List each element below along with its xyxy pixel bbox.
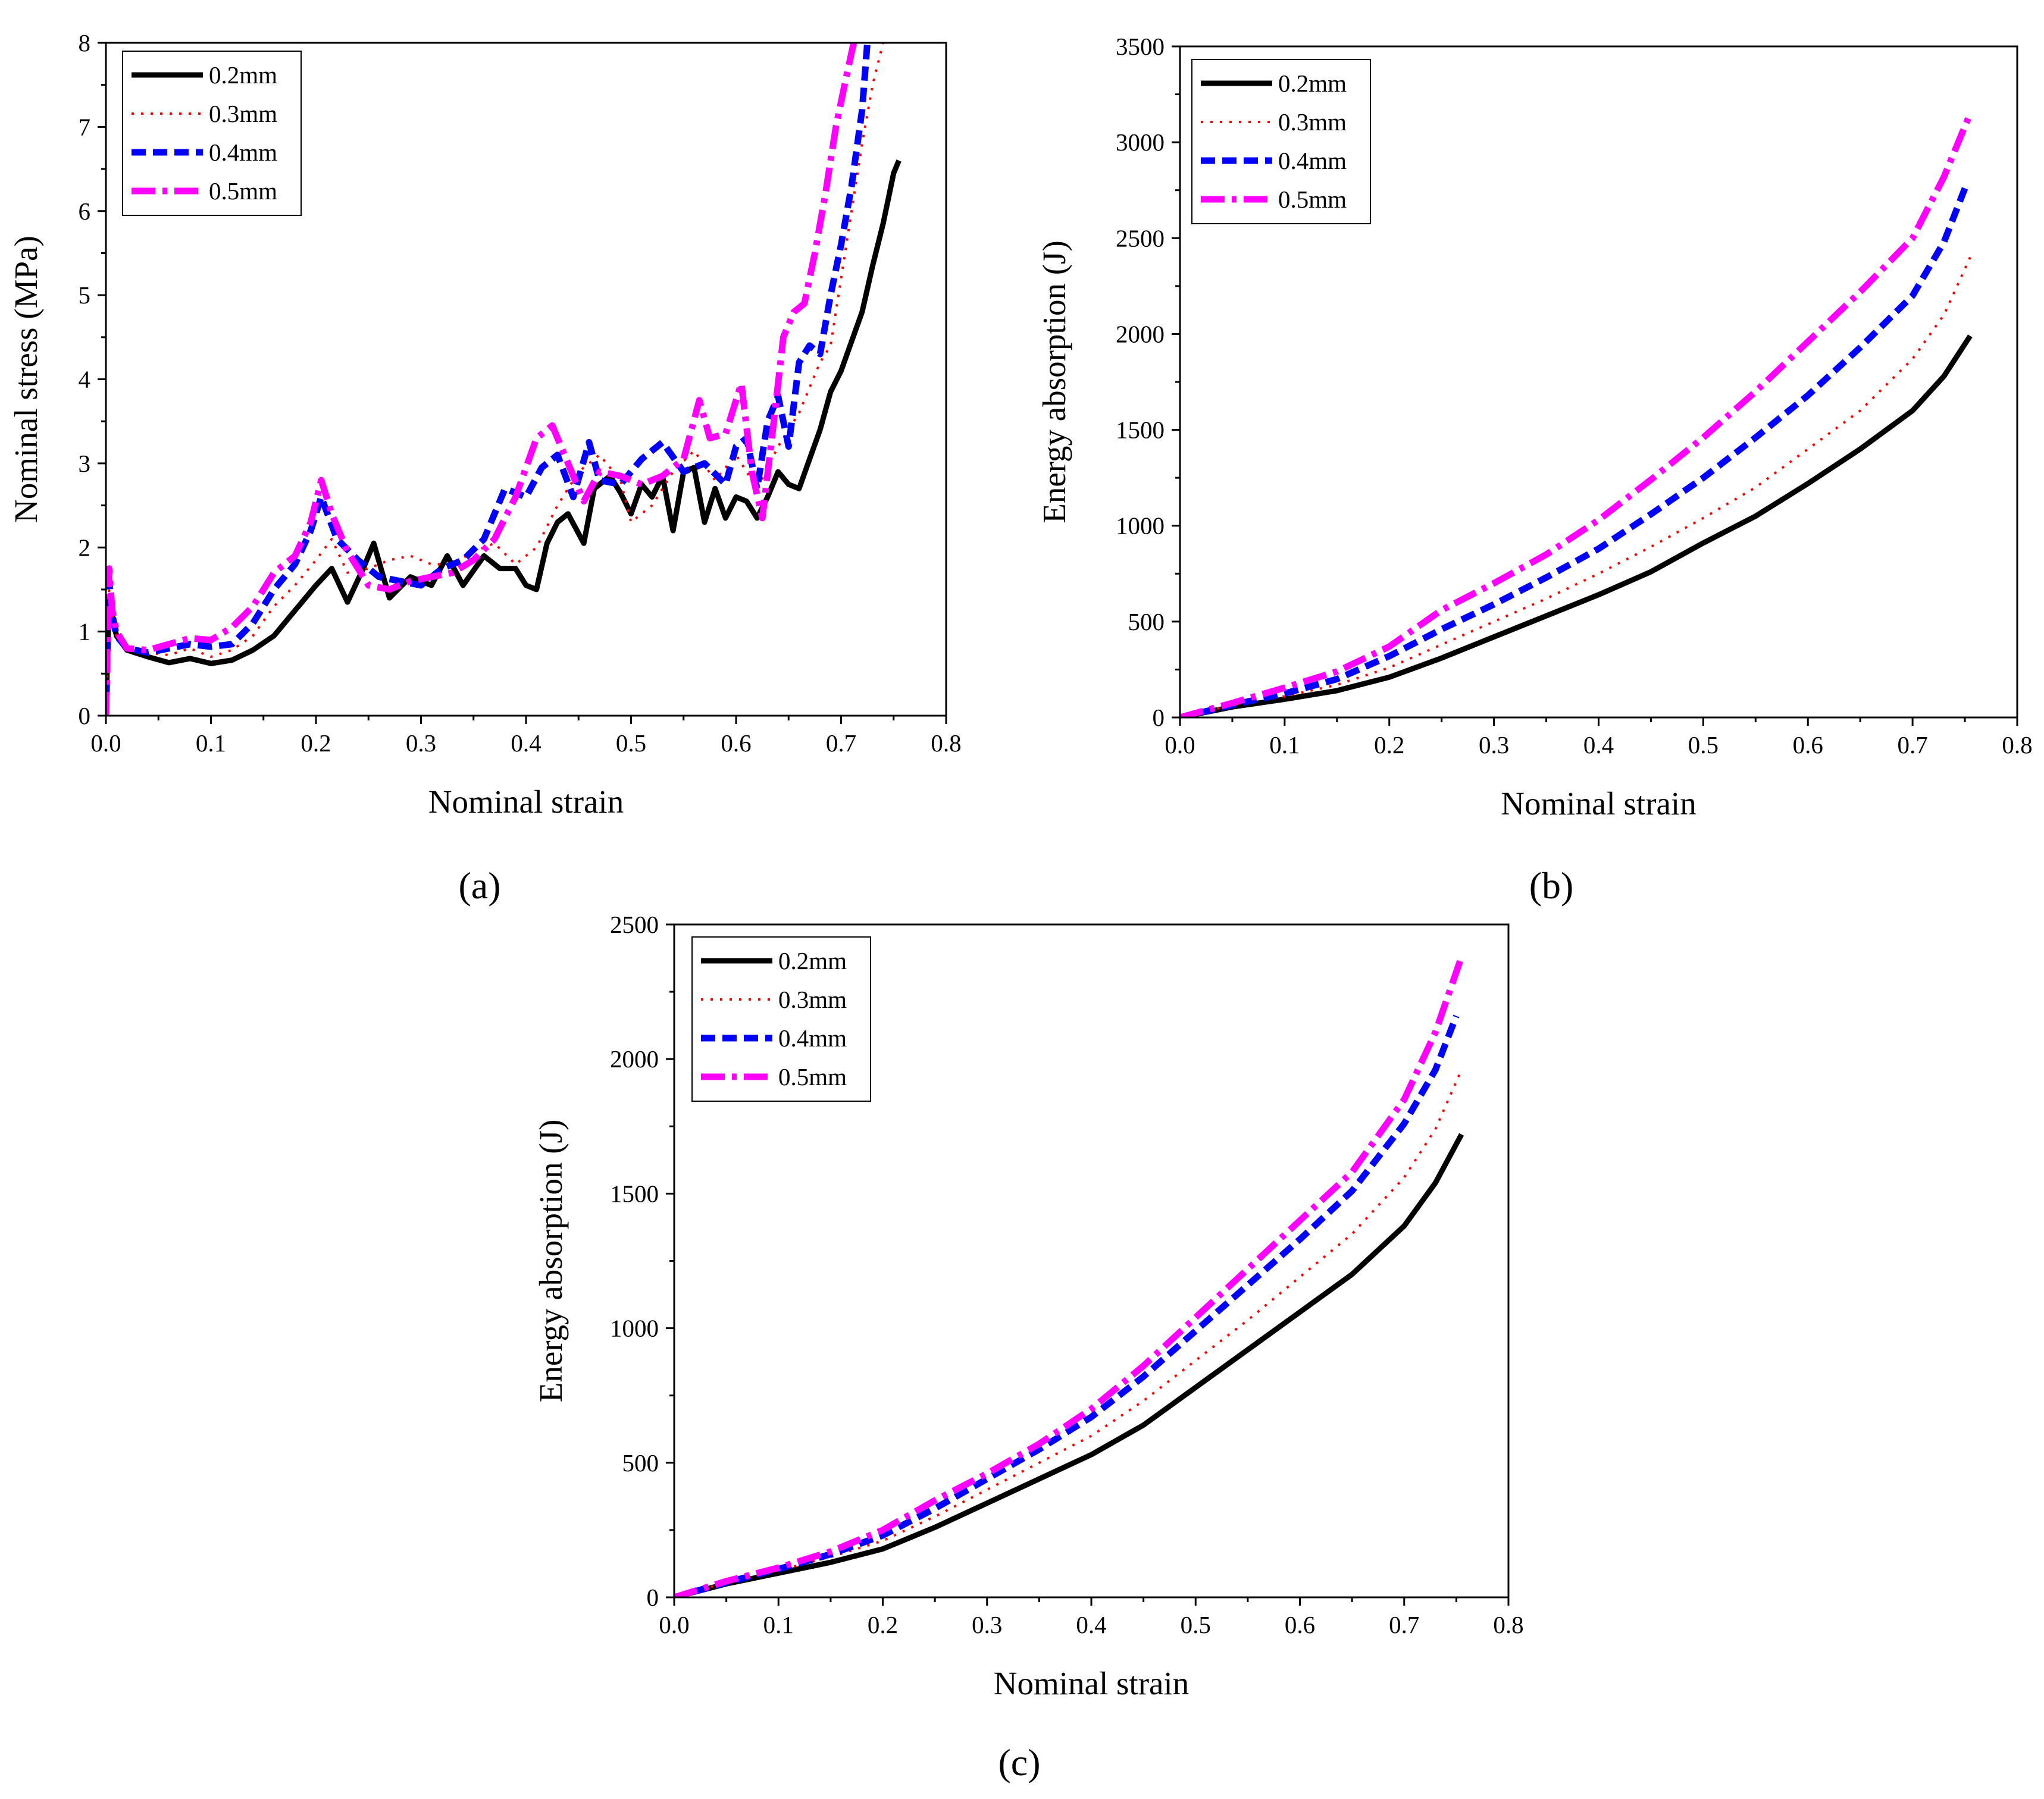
- x-tick-label: 0.4: [511, 729, 541, 757]
- y-tick-label: 5: [79, 281, 91, 309]
- x-tick-label: 0.1: [1269, 731, 1300, 759]
- legend-label-0.4mm: 0.4mm: [778, 1024, 847, 1052]
- y-tick-label: 0: [79, 702, 91, 729]
- legend-label-0.3mm: 0.3mm: [209, 100, 277, 127]
- x-tick-label: 0.8: [2002, 731, 2032, 759]
- x-tick-label: 0.2: [1374, 731, 1404, 759]
- panel-caption: (b): [1529, 864, 1574, 907]
- x-tick-label: 0.8: [1493, 1611, 1523, 1638]
- x-tick-label: 0.4: [1583, 731, 1614, 759]
- y-axis-title: Energy absorption (J): [1036, 240, 1072, 524]
- y-tick-label: 2500: [1116, 224, 1165, 252]
- panel-b: 0.0 0.1 0.2 0.3 0.4 0.5 0.6 0.7 0.8 0 500 1000 1500 2…: [1036, 33, 2033, 907]
- panel-caption: (c): [998, 1741, 1040, 1784]
- x-tick-label: 0.0: [1165, 731, 1195, 759]
- series-line-0.2mm: [674, 1133, 1464, 1597]
- panel-a: 0.0 0.1 0.2 0.3 0.4 0.5 0.6 0.7 0.8 0 1 2 3 4 5 6 7 8 Nomi…: [8, 29, 962, 907]
- legend-label-0.2mm: 0.2mm: [1278, 70, 1347, 97]
- x-tick-label: 0.6: [1285, 1611, 1315, 1638]
- x-tick-label: 0.5: [1181, 1611, 1211, 1638]
- series-line-0.5mm: [674, 955, 1465, 1597]
- x-tick-label: 0.3: [972, 1611, 1002, 1638]
- legend-label-0.4mm: 0.4mm: [209, 139, 277, 166]
- y-tick-label: 2: [79, 534, 91, 561]
- panel-c: 0.0 0.1 0.2 0.3 0.4 0.5 0.6 0.7 0.8 0 500 1000 1500 2…: [533, 911, 1524, 1784]
- legend-label-0.3mm: 0.3mm: [1278, 108, 1347, 136]
- series-line-0.2mm: [1180, 334, 1973, 717]
- y-tick-label: 1500: [610, 1180, 659, 1207]
- y-tick-label: 2000: [610, 1045, 659, 1073]
- series-line-0.4mm: [1180, 187, 1968, 717]
- x-tick-label: 0.0: [659, 1611, 689, 1638]
- panel-caption: (a): [458, 864, 500, 907]
- x-tick-label: 0.3: [406, 729, 436, 757]
- legend-label-0.4mm: 0.4mm: [1278, 147, 1347, 174]
- x-tick-label: 0.4: [1076, 1611, 1106, 1638]
- y-tick-label: 3: [79, 450, 91, 477]
- legend-label-0.5mm: 0.5mm: [778, 1063, 847, 1090]
- y-axis-title: Nominal stress (MPa): [8, 236, 44, 523]
- y-axis-title: Energy absorption (J): [533, 1120, 569, 1403]
- x-tick-label: 0.7: [1389, 1611, 1419, 1638]
- x-tick-label: 0.8: [931, 729, 961, 757]
- y-tick-label: 500: [622, 1449, 659, 1477]
- x-tick-label: 0.6: [721, 729, 751, 757]
- y-tick-label: 0: [1153, 704, 1165, 731]
- x-tick-label: 0.3: [1479, 731, 1509, 759]
- series-line-0.4mm: [106, 43, 871, 716]
- y-tick-label: 1500: [1116, 416, 1165, 444]
- x-tick-label: 0.7: [826, 729, 856, 757]
- x-tick-label: 0.2: [301, 729, 331, 757]
- legend-label-0.5mm: 0.5mm: [209, 177, 277, 205]
- series-line-0.5mm: [1180, 112, 1973, 717]
- y-tick-label: 6: [79, 198, 91, 225]
- x-axis-title: Nominal strain: [1501, 785, 1696, 822]
- y-tick-label: 7: [79, 113, 91, 140]
- series-line-0.4mm: [674, 1014, 1460, 1597]
- x-tick-label: 0.2: [868, 1611, 898, 1638]
- x-tick-label: 0.7: [1898, 731, 1928, 759]
- x-axis-title: Nominal strain: [428, 783, 624, 820]
- x-tick-label: 0.1: [196, 729, 226, 757]
- series-line-0.3mm: [674, 1069, 1463, 1597]
- y-tick-label: 0: [647, 1584, 659, 1611]
- x-tick-label: 0.6: [1793, 731, 1823, 759]
- series-line-0.2mm: [106, 159, 902, 716]
- legend-label-0.2mm: 0.2mm: [209, 61, 277, 89]
- y-tick-label: 1: [79, 618, 91, 645]
- x-tick-label: 0.0: [90, 729, 121, 757]
- y-tick-label: 8: [79, 29, 91, 57]
- y-tick-label: 3000: [1116, 128, 1165, 156]
- legend-label-0.5mm: 0.5mm: [1278, 186, 1347, 213]
- legend-label-0.3mm: 0.3mm: [778, 986, 847, 1013]
- legend-label-0.2mm: 0.2mm: [778, 947, 847, 974]
- y-tick-label: 4: [79, 366, 91, 393]
- y-tick-label: 3500: [1116, 33, 1165, 60]
- x-tick-label: 0.5: [616, 729, 646, 757]
- y-tick-label: 500: [1128, 608, 1165, 635]
- x-axis-title: Nominal strain: [994, 1665, 1189, 1701]
- y-tick-label: 2500: [610, 911, 659, 938]
- y-tick-label: 1000: [1116, 512, 1165, 540]
- x-tick-label: 0.1: [763, 1611, 794, 1638]
- x-tick-label: 0.5: [1688, 731, 1719, 759]
- series-line-0.5mm: [106, 43, 857, 716]
- y-tick-label: 2000: [1116, 320, 1165, 347]
- y-tick-label: 1000: [610, 1315, 659, 1342]
